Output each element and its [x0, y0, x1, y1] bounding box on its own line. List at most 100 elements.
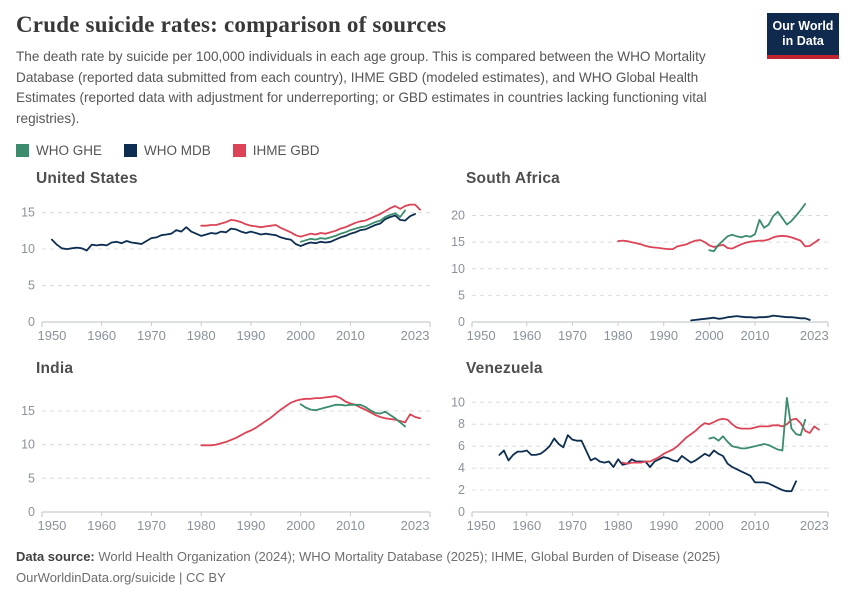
x-axis-tick-label: 1990	[649, 328, 678, 343]
plot-south-africa: 0 5 10 15 20 1950 1960 1970 1980 1990 2000 2010 2023	[446, 190, 834, 348]
series-line-who-ghe	[708, 202, 807, 252]
series-line-who-mdb	[498, 433, 797, 492]
legend-swatch-who-mdb	[124, 143, 137, 157]
plot-svg: 0 2 4 6 8 10 1950 1960 1970 1980 1990 2000 2010 2023	[451, 395, 829, 533]
series-line-ihme-gbd	[621, 417, 820, 465]
y-axis-tick-label: 5	[28, 278, 35, 292]
x-axis-tick-label: 1990	[236, 518, 265, 533]
x-axis-tick-label: 1960	[87, 518, 116, 533]
x-axis-tick-label: 1970	[137, 518, 166, 533]
x-axis-tick-label: 2023	[800, 328, 829, 343]
legend-item-who-mdb: WHO MDB	[124, 143, 211, 158]
plot-india: 0 5 10 15 1950 1960 1970 1980 1990 2000 2010 2023	[16, 380, 436, 538]
plot-svg: 0 5 10 15 20 1950 1960 1970 1980 1990 2000 2010 2023	[451, 202, 829, 343]
x-axis-tick-label: 1960	[512, 328, 541, 343]
series-line-who-ghe	[299, 402, 406, 427]
x-axis-tick-label: 1950	[37, 328, 66, 343]
y-axis-tick-label: 0	[458, 505, 465, 519]
y-axis-tick-label: 4	[458, 461, 465, 475]
chart-cell-united-states: United States 0 5 10 15 1950 1960 1970 1980 1990…	[16, 170, 436, 348]
x-axis-tick-label: 1990	[649, 518, 678, 533]
legend-item-ihme-gbd: IHME GBD	[232, 142, 320, 158]
legend-label-ihme-gbd: IHME GBD	[252, 142, 320, 158]
y-axis-tick-label: 6	[458, 439, 465, 453]
owid-logo-line1: Our World	[772, 19, 834, 33]
x-axis-tick-label: 1950	[37, 518, 66, 533]
series-line-ihme-gbd	[200, 203, 421, 238]
plot-svg: 0 5 10 15 1950 1960 1970 1980 1990 2000 2010 2023	[21, 394, 431, 533]
x-axis-tick-label: 1980	[604, 518, 633, 533]
x-axis-tick-label: 2000	[286, 328, 315, 343]
x-axis-tick-label: 1950	[467, 328, 496, 343]
y-axis-tick-label: 10	[451, 395, 465, 409]
footer: Data source: World Health Organization (…	[16, 546, 720, 588]
x-axis-tick-label: 1970	[137, 328, 166, 343]
x-axis-tick-label: 2010	[741, 518, 770, 533]
chart-title-india: India	[36, 359, 74, 377]
x-axis-tick-label: 1980	[187, 518, 216, 533]
chart-title-south-africa: South Africa	[466, 169, 560, 187]
x-axis-tick-label: 1970	[558, 328, 587, 343]
x-axis-tick-label: 1980	[604, 328, 633, 343]
y-axis-tick-label: 0	[28, 505, 35, 519]
y-axis-tick-label: 5	[28, 471, 35, 485]
legend-swatch-ihme-gbd	[232, 143, 246, 157]
footer-source-label: Data source:	[16, 548, 95, 564]
series-line-who-mdb	[51, 212, 416, 252]
x-axis-tick-label: 2023	[401, 328, 430, 343]
y-axis-tick-label: 10	[451, 261, 465, 275]
owid-logo-line2: in Data	[782, 34, 824, 49]
legend-label-who-mdb: WHO MDB	[144, 142, 211, 158]
y-axis-tick-label: 2	[458, 483, 465, 497]
x-axis-tick-label: 2010	[336, 328, 365, 343]
series-line-who-ghe	[299, 209, 406, 243]
plot-united-states: 0 5 10 15 1950 1960 1970 1980 1990 2000 2010 2023	[16, 190, 436, 348]
series-line-ihme-gbd	[200, 394, 421, 446]
chart-title-united-states: United States	[36, 169, 138, 187]
header: Crude suicide rates: comparison of sourc…	[16, 12, 839, 59]
y-axis-tick-label: 5	[458, 288, 465, 302]
plot-venezuela: 0 2 4 6 8 10 1950 1960 1970 1980 1990 2000 2010 2023	[446, 380, 834, 538]
legend-item-who-ghe: WHO GHE	[16, 143, 102, 158]
legend: WHO GHE WHO MDB IHME GBD	[16, 143, 834, 158]
chart-cell-south-africa: South Africa 0 5 10 15 20 1950 1960 1970 1980 199…	[446, 170, 834, 348]
chart-subtitle: The death rate by suicide per 100,000 in…	[16, 49, 707, 126]
owid-logo[interactable]: Our World in Data	[767, 13, 839, 59]
x-axis-tick-label: 2010	[336, 518, 365, 533]
x-axis-tick-label: 2000	[286, 518, 315, 533]
chart-cell-venezuela: Venezuela 0 2 4 6 8 10 1950 1960 1970 1980 1990 200…	[446, 360, 834, 538]
page-title: Crude suicide rates: comparison of sourc…	[16, 12, 447, 37]
footer-url-line: OurWorldinData.org/suicide | CC BY	[16, 569, 226, 585]
footer-source-text: World Health Organization (2024); WHO Mo…	[94, 548, 721, 564]
chart-title-venezuela: Venezuela	[466, 359, 543, 377]
footer-source-line: Data source: World Health Organization (…	[16, 546, 720, 567]
series-line-who-ghe	[708, 396, 807, 452]
x-axis-tick-label: 2010	[741, 328, 770, 343]
y-axis-tick-label: 0	[28, 315, 35, 329]
x-axis-tick-label: 2023	[401, 518, 430, 533]
x-axis-tick-label: 2000	[695, 518, 724, 533]
legend-swatch-who-ghe	[16, 143, 29, 157]
y-axis-tick-label: 15	[21, 205, 35, 219]
y-axis-tick-label: 8	[458, 417, 465, 431]
legend-label-who-ghe: WHO GHE	[36, 142, 102, 158]
charts-grid: United States 0 5 10 15 1950 1960 1970 1980 1990…	[16, 170, 834, 538]
chart-cell-india: India 0 5 10 15 1950 1960 1970 1980 1990 2000 2010…	[16, 360, 436, 538]
series-line-who-mdb	[690, 314, 811, 321]
y-axis-tick-label: 15	[21, 404, 35, 418]
y-axis-tick-label: 15	[451, 235, 465, 249]
y-axis-tick-label: 10	[21, 242, 35, 256]
x-axis-tick-label: 1990	[236, 328, 265, 343]
y-axis-tick-label: 20	[451, 208, 465, 222]
x-axis-tick-label: 2000	[695, 328, 724, 343]
x-axis-tick-label: 2023	[800, 518, 829, 533]
x-axis-tick-label: 1960	[512, 518, 541, 533]
x-axis-tick-label: 1950	[467, 518, 496, 533]
y-axis-tick-label: 10	[21, 437, 35, 451]
x-axis-tick-label: 1970	[558, 518, 587, 533]
x-axis-tick-label: 1960	[87, 328, 116, 343]
plot-svg: 0 5 10 15 1950 1960 1970 1980 1990 2000 2010 2023	[21, 203, 431, 343]
y-axis-tick-label: 0	[458, 315, 465, 329]
x-axis-tick-label: 1980	[187, 328, 216, 343]
